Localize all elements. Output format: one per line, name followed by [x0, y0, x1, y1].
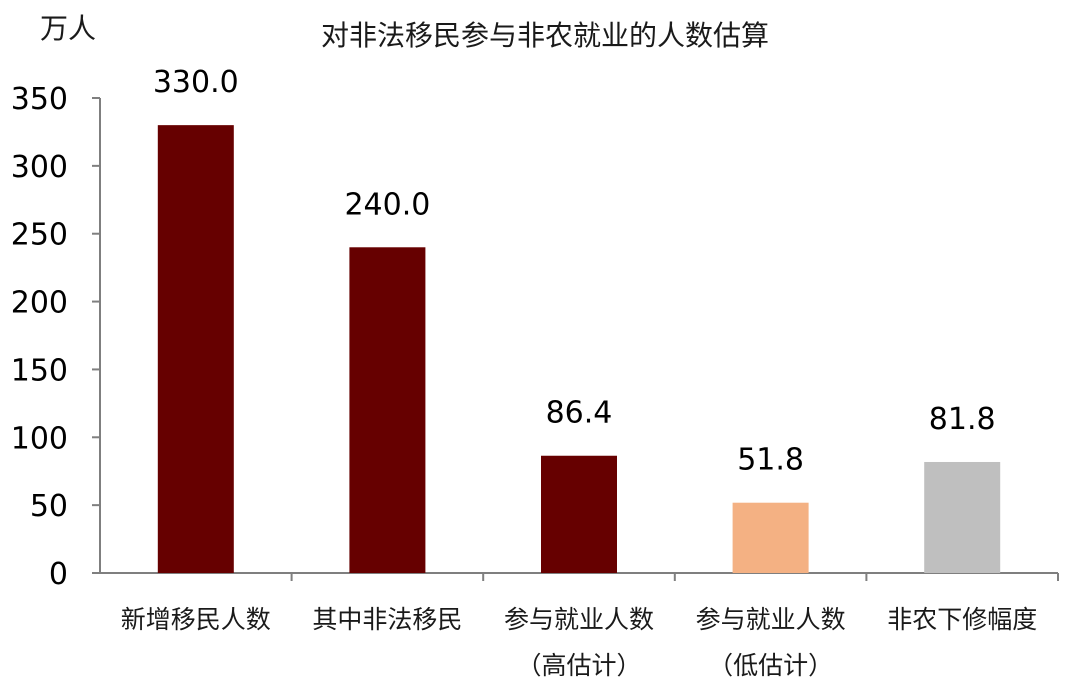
- x-tick-label: 其中非法移民: [312, 605, 462, 634]
- y-tick-label: 250: [11, 218, 68, 253]
- bars: [157, 125, 1001, 574]
- bar: [349, 247, 426, 574]
- x-tick-label: 非农下修幅度: [887, 605, 1037, 634]
- x-tick-labels: 新增移民人数 其中非法移民 参与就业人数（高估计） 参与就业人数（低估计） 非农下修幅度: [121, 605, 1037, 680]
- y-unit-label: 万人: [40, 12, 96, 45]
- data-label: 51.8: [737, 443, 804, 478]
- y-tick-label: 150: [11, 353, 68, 388]
- data-label: 86.4: [546, 396, 613, 431]
- x-tick-label: 参与就业人数（高估计）: [504, 605, 654, 680]
- y-tick-label: 350: [11, 82, 68, 117]
- x-tick-label: 参与就业人数（低估计）: [696, 605, 846, 680]
- y-tick-label: 100: [11, 421, 68, 456]
- bar: [541, 455, 617, 573]
- data-label: 81.8: [929, 402, 996, 437]
- x-axis: [100, 572, 1059, 581]
- y-axis: 0 50 100 150 200 250 300 350: [11, 82, 101, 592]
- y-tick-label: 50: [30, 489, 68, 524]
- chart-title: 对非法移民参与非农就业的人数估算: [321, 19, 769, 52]
- bar: [157, 125, 234, 574]
- y-tick-label: 200: [11, 286, 68, 321]
- y-tick-label: 0: [49, 557, 68, 592]
- bar: [732, 502, 809, 573]
- x-tick-label: 新增移民人数: [121, 605, 271, 634]
- data-labels: 330.0 240.0 86.4 51.8 81.8: [153, 65, 996, 478]
- data-label: 330.0: [153, 65, 239, 100]
- data-label: 240.0: [344, 187, 430, 222]
- y-tick-label: 300: [11, 150, 68, 185]
- bar: [924, 461, 1001, 573]
